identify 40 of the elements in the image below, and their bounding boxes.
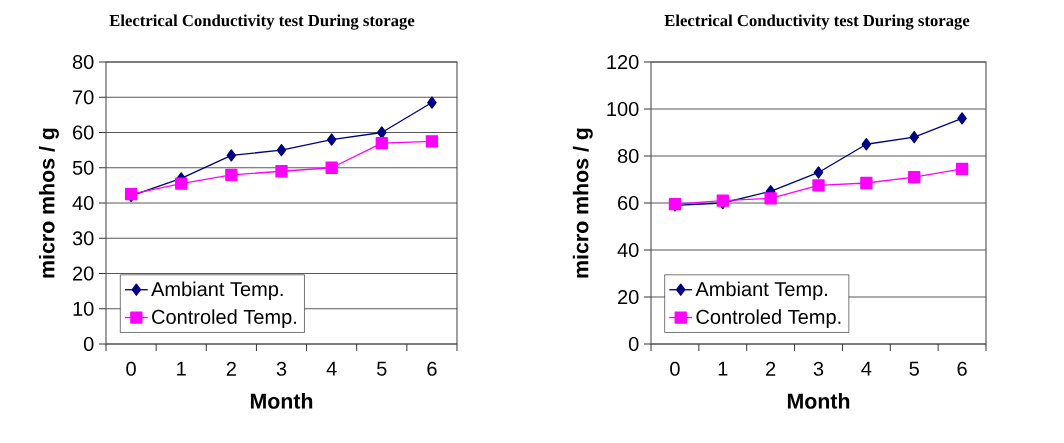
chart-title: Electrical Conductivity test During storage [109,14,415,30]
x-tick-label: 3 [276,361,287,376]
y-tick-label: 40 [72,195,94,211]
y-tick-label: 20 [73,266,94,281]
y-tick-label: 50 [72,160,94,175]
x-tick-label: 6 [427,361,437,376]
y-axis-title: micro mhos / g [572,128,593,278]
legend-label: Controled Temp. [152,309,296,328]
x-tick-label: 3 [813,361,824,376]
chart-title: Electrical Conductivity test During storage [664,14,970,30]
legend-label: Ambiant Temp. [151,281,283,301]
y-tick-label: 100 [607,101,639,117]
x-tick-label: 5 [377,361,387,376]
legend-label: Ambiant Temp. [695,281,827,301]
legend-label: Controled Temp. [696,309,841,328]
x-tick-label: 0 [126,361,136,376]
x-tick-label: 1 [177,361,186,376]
y-tick-label: 60 [73,125,94,140]
y-tick-label: 0 [83,336,94,352]
y-tick-label: 40 [617,242,639,258]
y-tick-label: 60 [618,195,639,211]
y-tick-label: 70 [73,90,94,105]
x-tick-label: 5 [909,361,919,376]
y-tick-label: 10 [73,301,94,316]
y-axis-title: micro mhos / g [38,128,59,278]
y-tick-label: 20 [618,289,639,305]
x-tick-label: 2 [766,361,776,376]
x-tick-label: 4 [861,361,872,376]
x-tick-label: 4 [326,361,337,376]
x-tick-label: 6 [957,361,967,376]
x-tick-label: 0 [670,361,680,376]
y-tick-label: 80 [617,148,639,164]
x-tick-label: 2 [226,361,236,376]
x-axis-title: Month [787,393,850,409]
x-axis-title: Month [250,393,313,409]
y-tick-label: 30 [72,231,94,246]
x-tick-label: 1 [718,361,728,376]
y-tick-label: 0 [628,336,639,352]
y-tick-label: 80 [72,54,94,70]
y-tick-label: 120 [607,54,639,70]
